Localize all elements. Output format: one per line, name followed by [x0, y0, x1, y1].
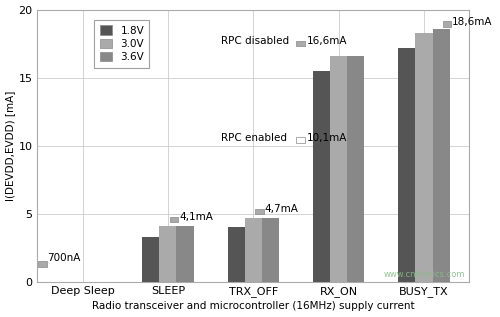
Bar: [416, 33, 432, 281]
Bar: [262, 217, 279, 281]
Y-axis label: I(DEVDD,EVDD) [mA]: I(DEVDD,EVDD) [mA]: [6, 90, 16, 201]
Bar: [160, 226, 176, 281]
Text: 10,1mA: 10,1mA: [307, 133, 348, 143]
Text: 4,1mA: 4,1mA: [179, 212, 213, 222]
Bar: [296, 41, 304, 46]
Bar: [38, 261, 46, 267]
Bar: [313, 71, 330, 281]
Bar: [398, 48, 415, 281]
Bar: [255, 209, 264, 214]
X-axis label: Radio transceiver and microcontroller (16MHz) supply current: Radio transceiver and microcontroller (1…: [92, 301, 414, 311]
Text: 18,6mA: 18,6mA: [452, 16, 492, 27]
Bar: [296, 137, 304, 143]
Bar: [176, 226, 194, 281]
Text: 16,6mA: 16,6mA: [307, 36, 348, 46]
Text: www.cntronics.com: www.cntronics.com: [384, 270, 465, 279]
Text: RPC enabled: RPC enabled: [221, 133, 287, 143]
Bar: [347, 56, 364, 281]
Bar: [142, 236, 160, 281]
Legend: 1.8V, 3.0V, 3.6V: 1.8V, 3.0V, 3.6V: [94, 20, 150, 68]
Text: 4,7mA: 4,7mA: [264, 204, 298, 214]
Text: RPC disabled: RPC disabled: [221, 36, 289, 46]
Bar: [432, 29, 450, 281]
Bar: [443, 21, 452, 27]
Bar: [330, 56, 347, 281]
Bar: [228, 227, 245, 281]
Bar: [170, 217, 178, 222]
Bar: [245, 217, 262, 281]
Text: 700nA: 700nA: [46, 253, 80, 263]
